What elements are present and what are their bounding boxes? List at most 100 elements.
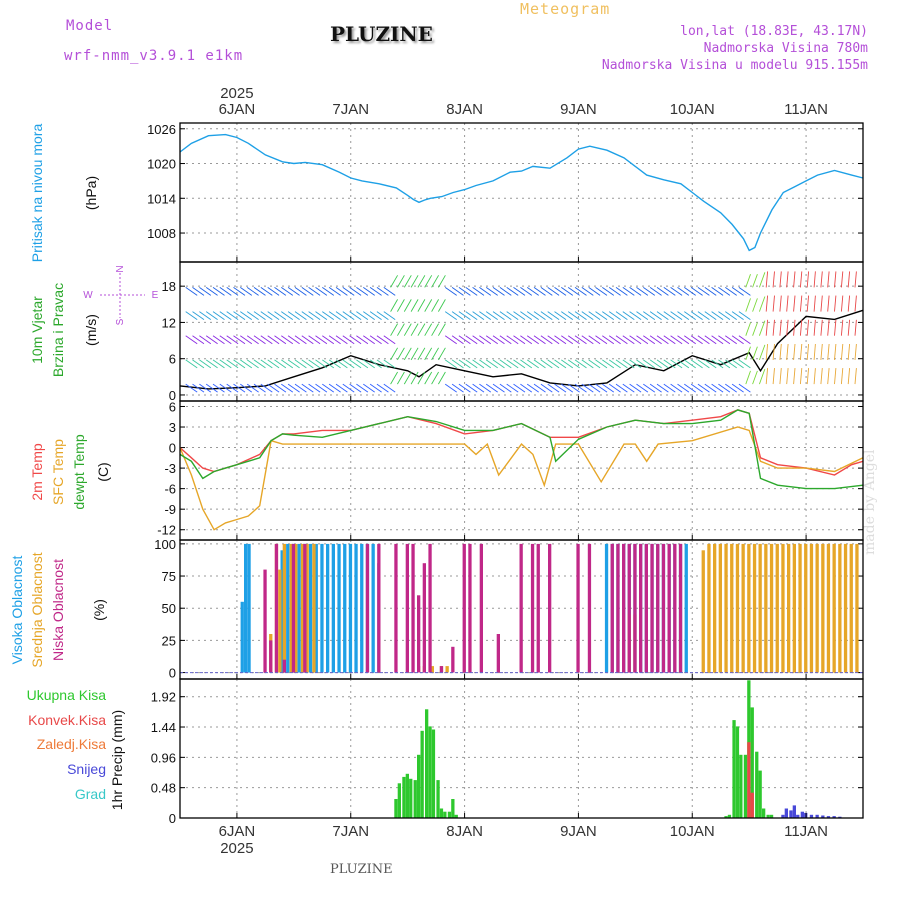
wind-arrow: [485, 335, 498, 345]
wind-arrow: [308, 359, 321, 369]
wind-arrow: [854, 319, 857, 336]
y-tick-label: -12: [157, 523, 176, 538]
wind-arrow: [547, 287, 560, 296]
wind-arrow: [608, 335, 621, 345]
y-tick-label: 1.92: [151, 690, 176, 705]
precip-legend-1: Konvek.Kisa: [28, 712, 106, 728]
wind-arrow: [554, 287, 567, 296]
wind-arrow: [526, 383, 539, 393]
series-line-temperature-1: [179, 426, 864, 531]
wind-arrow: [431, 323, 439, 336]
series-line-temperature-2: [179, 409, 864, 490]
bar-precip-0: [431, 729, 436, 818]
wind-arrow: [745, 298, 751, 312]
wind-arrow: [315, 311, 328, 320]
wind-arrow: [704, 383, 717, 393]
panel-pressure: [179, 122, 864, 263]
y-tick-label: 18: [162, 279, 176, 294]
wind-arrow: [834, 295, 837, 312]
wind-arrow: [561, 311, 574, 320]
wind-arrow: [745, 370, 751, 385]
wind-arrow: [219, 359, 232, 369]
series-line-wind-0: [179, 309, 864, 390]
wind-arrow: [267, 359, 280, 369]
wind-arrow: [335, 287, 348, 296]
wind-arrow: [745, 274, 751, 288]
wind-arrow: [376, 383, 389, 393]
wind-arrow: [438, 275, 446, 288]
wind-arrow: [465, 335, 478, 345]
bar-cloud-2: [291, 543, 296, 673]
wind-arrow: [690, 383, 703, 393]
wind-arrow: [485, 311, 498, 320]
wind-arrow: [185, 287, 198, 296]
wind-arrow: [349, 335, 362, 345]
wind-arrow: [772, 368, 775, 385]
wind-arrow: [608, 383, 621, 393]
bar-cloud-2: [263, 569, 267, 673]
wind-arrow: [417, 323, 426, 336]
wind-arrow: [356, 383, 369, 393]
wind-arrow: [458, 311, 471, 320]
wind-arrow: [212, 383, 225, 393]
wind-arrow: [738, 311, 751, 320]
wind-arrow: [602, 311, 615, 320]
wind-arrow: [185, 335, 198, 345]
wind-arrow: [472, 335, 485, 345]
wind-arrow: [192, 335, 205, 345]
wind-arrow: [772, 271, 775, 288]
wind-arrow: [602, 335, 615, 345]
y-tick-label: 50: [162, 601, 176, 616]
panel-frame: [179, 400, 864, 541]
bar-precip-0: [436, 780, 440, 818]
model-name: wrf-nmm_v3.9.1 e1km: [64, 48, 244, 64]
bar-precip-0: [413, 780, 417, 818]
top-day-label: 10JAN: [670, 101, 715, 118]
wind-arrow: [431, 275, 439, 288]
wind-arrow: [779, 368, 782, 385]
wind-arrow: [629, 383, 642, 393]
wind-arrow: [438, 371, 446, 385]
wind-arrow: [226, 335, 239, 345]
wind-arrow: [192, 383, 205, 393]
bar-cloud-2: [650, 543, 654, 673]
wind-arrow: [595, 311, 608, 320]
wind-arrow: [513, 383, 526, 393]
wind-arrow: [656, 383, 669, 393]
series-line-temperature-0: [179, 409, 864, 476]
cloud-ylabel-0: Visoka Oblacnost: [9, 556, 25, 665]
y-tick-label: 0.96: [151, 750, 176, 765]
wind-arrow: [513, 287, 526, 296]
bar-cloud-2: [282, 659, 286, 673]
y-tick-label: 0: [169, 666, 176, 681]
wind-unit: (m/s): [83, 314, 99, 346]
panel-temperature: [179, 400, 864, 541]
wind-arrow: [779, 343, 782, 360]
bar-precip-2: [826, 816, 831, 818]
wind-arrow: [615, 359, 628, 369]
bar-precip-0: [397, 783, 401, 819]
bottom-day-label: 7JAN: [332, 823, 369, 840]
bar-cloud-2: [627, 543, 631, 673]
wind-arrow: [479, 359, 492, 369]
wind-arrow: [472, 383, 485, 393]
bar-precip-0: [766, 814, 770, 818]
wind-arrow: [820, 319, 823, 336]
wind-arrow: [793, 271, 796, 288]
wind-arrow: [417, 371, 426, 385]
bar-cloud-0: [354, 543, 358, 673]
wind-arrow: [369, 287, 382, 296]
wind-arrow: [520, 383, 533, 393]
y-tick-label: 3: [169, 420, 176, 435]
wind-arrow: [185, 359, 198, 369]
wind-arrow: [397, 299, 405, 312]
wind-arrow: [240, 311, 253, 320]
wind-arrow: [827, 343, 830, 360]
bar-cloud-2: [411, 543, 415, 673]
wind-arrow: [451, 359, 464, 369]
wind-arrow: [745, 346, 751, 361]
wind-arrow: [806, 368, 810, 385]
y-tick-label: 0: [169, 811, 176, 826]
bar-precip-2: [832, 816, 836, 818]
bar-cloud-1: [735, 543, 740, 673]
